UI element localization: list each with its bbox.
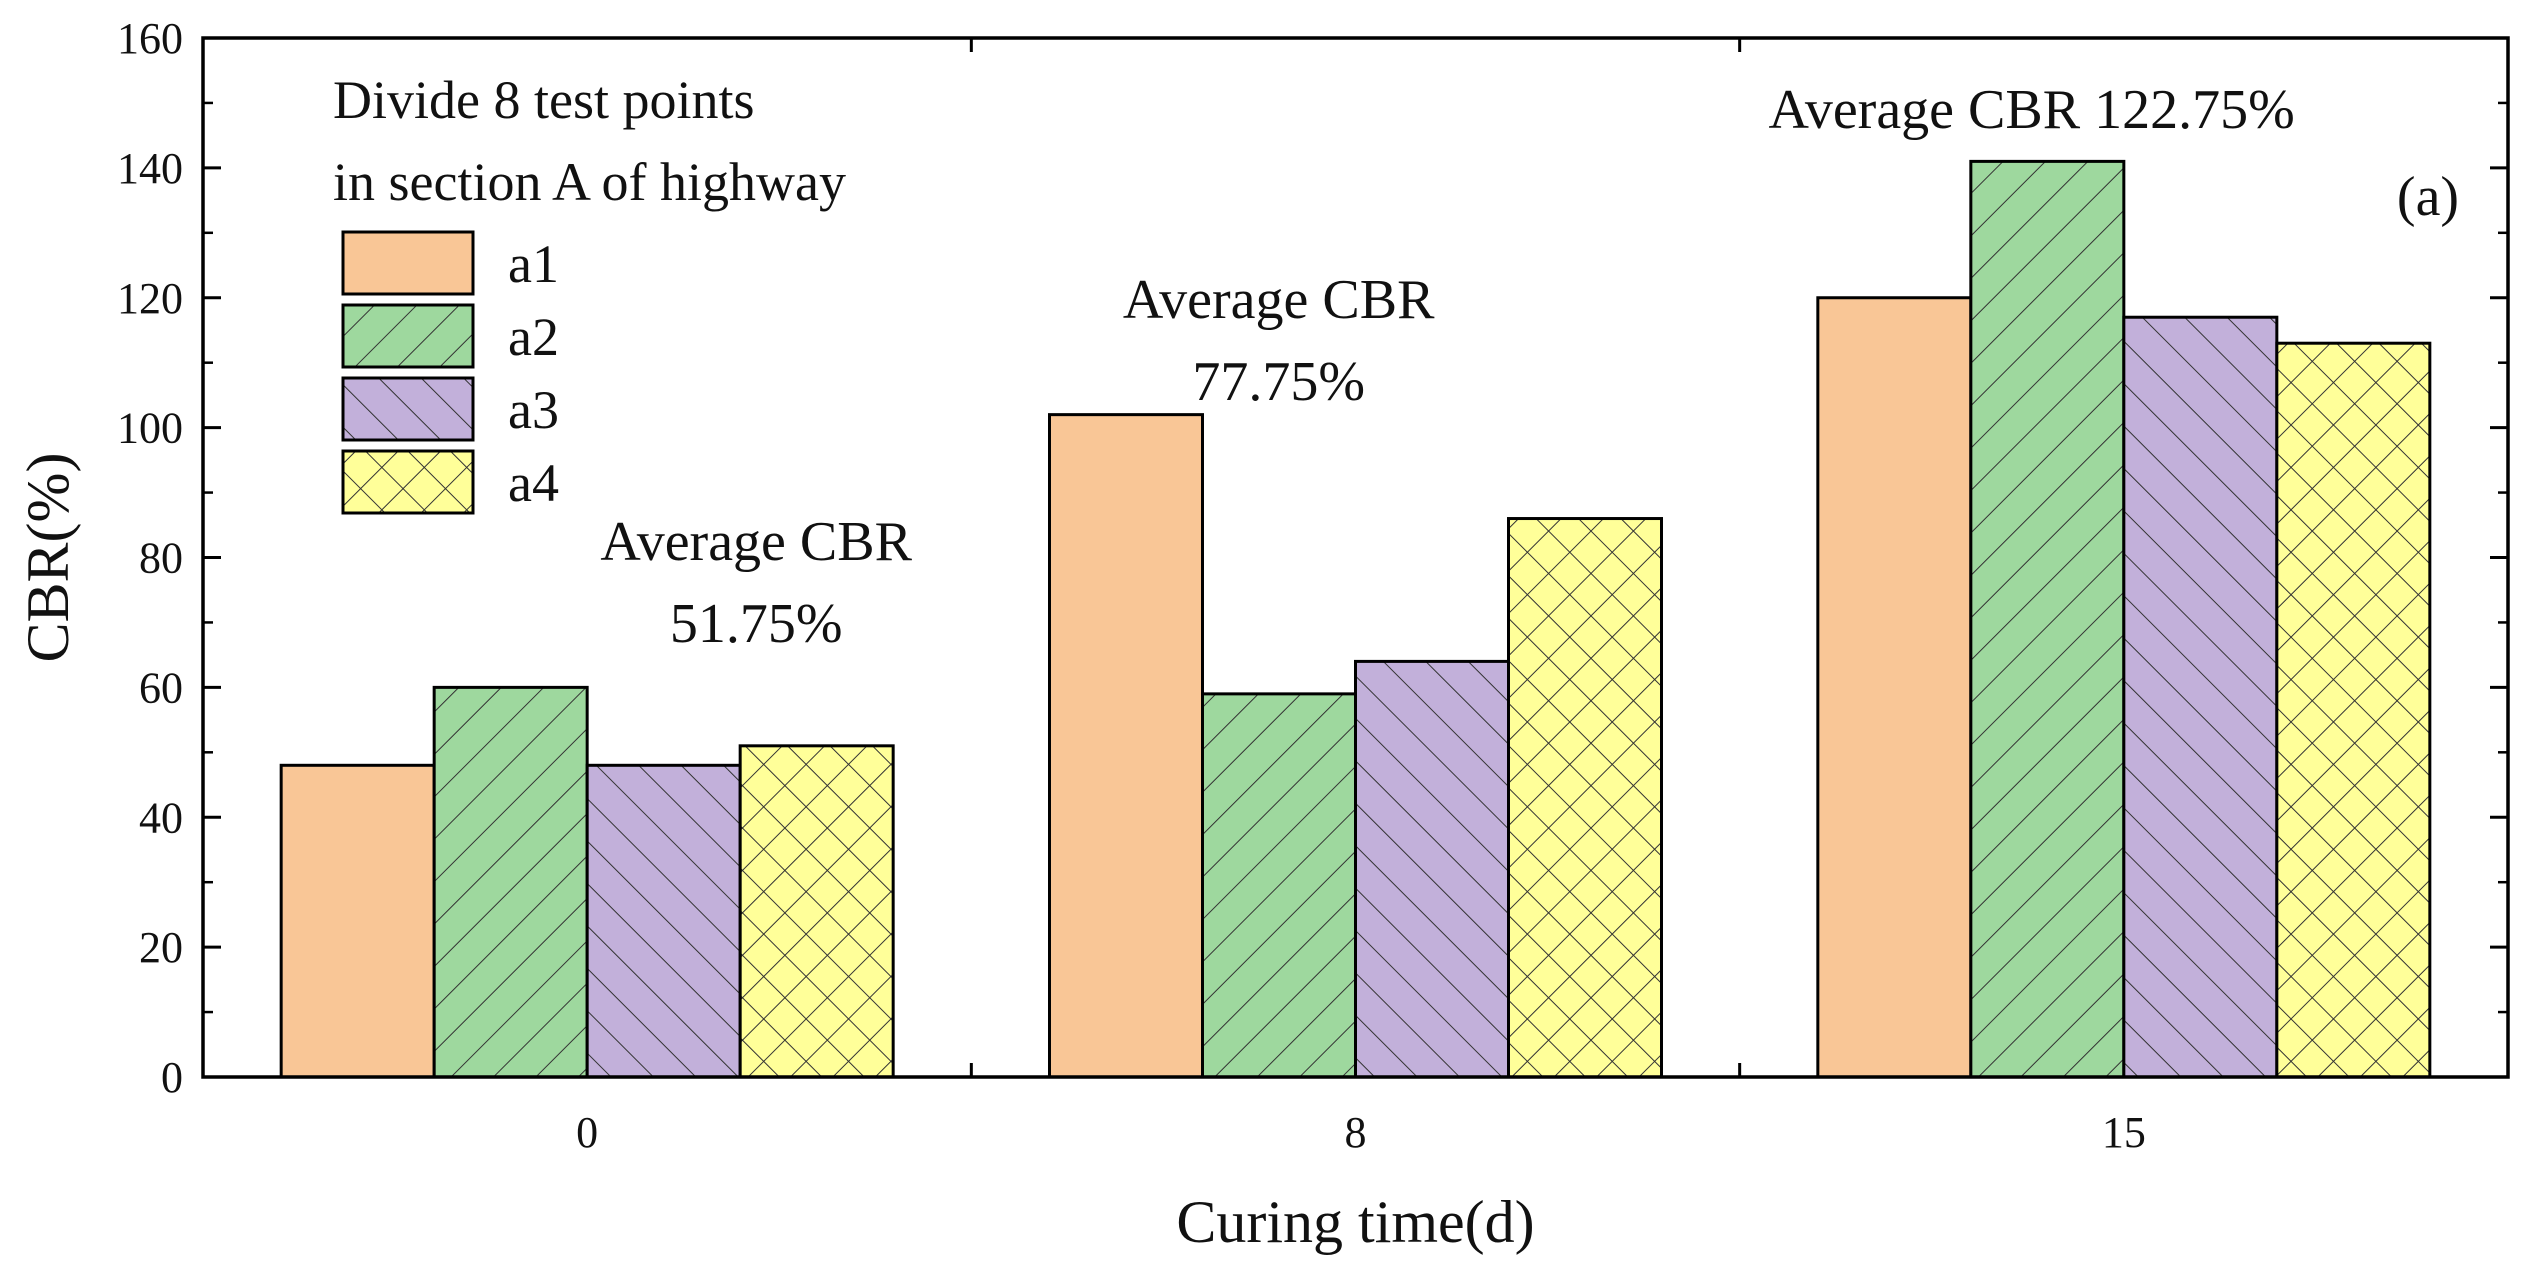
average-cbr-annotation: Average CBR (1123, 269, 1435, 331)
average-cbr-annotation: Average CBR (600, 511, 912, 573)
bar-hatch-a2-cat-0 (434, 687, 588, 1077)
legend-title: Divide 8 test points (333, 70, 754, 130)
legend-swatch-outline-a3 (341, 376, 475, 442)
y-tick-label: 20 (139, 923, 183, 972)
y-tick-label: 160 (117, 14, 183, 63)
legend-label-a3: a3 (508, 380, 559, 440)
legend-swatch-outline-a1 (341, 230, 475, 296)
bar-hatch-a4-cat-8 (1508, 518, 1662, 1077)
panel-label: (a) (2397, 166, 2459, 228)
bar-hatch-a3-cat-15 (2123, 317, 2277, 1077)
legend-label-a1: a1 (508, 234, 559, 294)
x-tick-label: 0 (576, 1108, 598, 1157)
y-axis-title: CBR(%) (15, 453, 81, 663)
x-tick-label: 8 (1345, 1108, 1367, 1157)
y-tick-label: 140 (117, 144, 183, 193)
legend-swatch-a1 (343, 232, 473, 294)
bar-hatch-a4-cat-15 (2276, 343, 2430, 1077)
average-cbr-annotation: 77.75% (1192, 351, 1365, 413)
y-tick-label: 0 (161, 1053, 183, 1102)
average-cbr-annotation: Average CBR 122.75% (1769, 79, 2295, 141)
y-tick-label: 60 (139, 663, 183, 712)
legend-swatch-hatch-a2 (343, 305, 473, 367)
bar-hatch-a3-cat-8 (1355, 661, 1509, 1077)
bar-a1-cat-0 (281, 765, 435, 1077)
legend-swatch-hatch-a3 (343, 378, 473, 440)
y-tick-label: 80 (139, 534, 183, 583)
y-tick-label: 120 (117, 274, 183, 323)
average-cbr-annotation: 51.75% (670, 593, 843, 655)
bar-hatch-a4-cat-0 (740, 745, 894, 1077)
legend-label-a4: a4 (508, 453, 559, 513)
bar-hatch-a3-cat-0 (587, 765, 741, 1077)
bar-hatch-a2-cat-15 (1970, 161, 2124, 1078)
legend-swatch-hatch-a4 (343, 451, 473, 513)
y-tick-label: 100 (117, 404, 183, 453)
bar-a1-cat-15 (1817, 297, 1971, 1077)
legend-swatch-outline-a4 (341, 449, 475, 515)
x-tick-label: 15 (2102, 1108, 2146, 1157)
x-axis-title: Curing time(d) (1176, 1189, 1534, 1255)
labels-layer: 0 20 40 60 80 100 120 140 160 0 8 15 Curing time(d) C… (15, 14, 2459, 1255)
legend-label-a2: a2 (508, 307, 559, 367)
legend-swatch-outline-a2 (341, 303, 475, 369)
legend: Divide 8 test points in section A of high… (333, 70, 846, 515)
axes-layer (201, 36, 2510, 1079)
bars-layer (279, 159, 2432, 1079)
y-tick-label: 40 (139, 793, 183, 842)
bar-a1-cat-8 (1049, 414, 1203, 1077)
bar-hatch-a2-cat-8 (1202, 693, 1356, 1077)
legend-title: in section A of highway (333, 152, 846, 212)
